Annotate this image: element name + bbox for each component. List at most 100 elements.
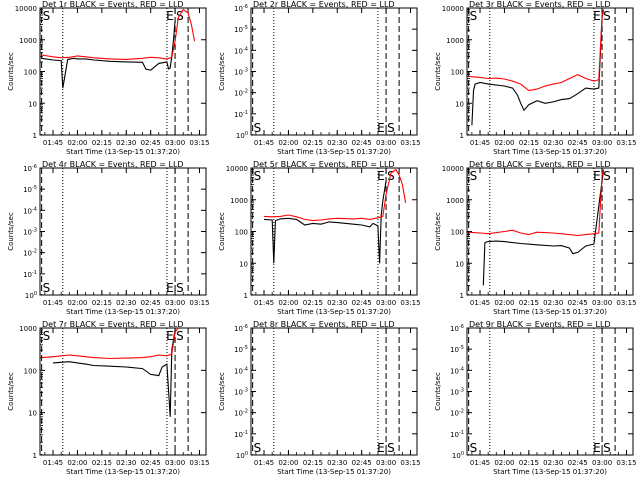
y-tick-label: 10-3 — [234, 68, 248, 77]
x-axis-label: Start Time (13-Sep-15 01:37:20) — [277, 308, 391, 316]
x-tick-label: 02:30 — [543, 459, 563, 467]
events-series-line — [482, 169, 605, 286]
marker-label-s: S — [387, 441, 395, 455]
y-axis-label: Counts/sec — [218, 52, 226, 91]
x-tick-label: 03:15 — [189, 299, 209, 307]
marker-label-s: S — [387, 121, 395, 135]
x-tick-label: 02:00 — [67, 299, 87, 307]
plot-frame — [39, 7, 207, 136]
x-tick-label: 02:00 — [67, 139, 87, 147]
x-tick-label: 03:15 — [400, 459, 420, 467]
x-tick-label: 03:15 — [616, 459, 636, 467]
x-axis-label: Start Time (13-Sep-15 01:37:20) — [277, 148, 391, 156]
x-tick-label: 03:00 — [165, 299, 185, 307]
plot-frame — [39, 327, 207, 456]
y-tick-label: 10-2 — [234, 89, 248, 98]
x-tick-label: 02:15 — [92, 299, 112, 307]
x-tick-label: 02:00 — [494, 459, 514, 467]
y-tick-label: 10-1 — [234, 110, 248, 119]
y-tick-label: 10000 — [442, 165, 464, 173]
x-tick-label: 02:45 — [568, 299, 588, 307]
x-tick-label: 03:15 — [616, 299, 636, 307]
y-tick-label: 10-5 — [23, 185, 37, 194]
y-tick-label: 10-6 — [23, 164, 37, 173]
panel-title: Det 1r BLACK = Events, RED = LLD — [42, 0, 184, 9]
y-tick-label: 10-3 — [450, 388, 464, 397]
y-axis-label: Counts/sec — [218, 372, 226, 411]
x-axis-label: Start Time (13-Sep-15 01:37:20) — [493, 148, 607, 156]
y-tick-label: 1 — [460, 132, 464, 140]
x-tick-label: 02:45 — [568, 459, 588, 467]
x-tick-label: 03:00 — [376, 299, 396, 307]
y-tick-label: 1000 — [446, 37, 464, 45]
x-tick-label: 02:45 — [352, 139, 372, 147]
y-tick-label: 10-3 — [23, 228, 37, 237]
panel-title: Det 6r BLACK = Events, RED = LLD — [469, 160, 611, 169]
y-tick-label: 10-1 — [234, 430, 248, 439]
x-tick-label: 02:30 — [116, 139, 136, 147]
x-tick-label: 02:15 — [519, 299, 539, 307]
x-tick-label: 03:15 — [616, 139, 636, 147]
marker-label-e: E — [166, 9, 174, 23]
panel-title: Det 8r BLACK = Events, RED = LLD — [253, 320, 395, 329]
y-tick-label: 100 — [236, 131, 248, 140]
x-axis-label: Start Time (13-Sep-15 01:37:20) — [493, 308, 607, 316]
x-tick-label: 01:45 — [254, 459, 274, 467]
events-series-line — [263, 180, 387, 264]
x-tick-label: 02:45 — [352, 299, 372, 307]
x-tick-label: 02:00 — [67, 459, 87, 467]
marker-label-e: E — [377, 441, 385, 455]
y-axis-label: Counts/sec — [434, 52, 442, 91]
x-tick-label: 02:45 — [352, 459, 372, 467]
x-axis-label: Start Time (13-Sep-15 01:37:20) — [277, 468, 391, 476]
y-tick-label: 10000 — [15, 5, 37, 13]
x-tick-label: 02:30 — [327, 139, 347, 147]
y-tick-label: 1 — [460, 292, 464, 300]
marker-label-e: E — [593, 441, 601, 455]
x-tick-label: 02:15 — [303, 459, 323, 467]
x-tick-label: 03:15 — [189, 139, 209, 147]
y-tick-label: 10 — [28, 100, 37, 108]
y-tick-label: 1000 — [230, 197, 248, 205]
x-tick-label: 01:45 — [254, 139, 274, 147]
y-tick-label: 100 — [24, 69, 37, 77]
panel-3: Det 3r BLACK = Events, RED = LLD 1 10 100 10… — [434, 0, 637, 156]
x-tick-label: 02:00 — [494, 139, 514, 147]
plot-frame — [250, 167, 418, 296]
y-tick-label: 1000 — [19, 325, 37, 333]
y-axis-label: Counts/sec — [7, 372, 15, 411]
y-tick-label: 10-4 — [234, 46, 248, 55]
marker-label-s: S — [387, 169, 395, 183]
x-tick-label: 03:15 — [400, 139, 420, 147]
x-tick-label: 02:30 — [543, 139, 563, 147]
x-tick-label: 02:30 — [327, 299, 347, 307]
marker-label-s-left: S — [470, 9, 478, 23]
x-tick-label: 01:45 — [254, 299, 274, 307]
x-tick-label: 02:30 — [116, 299, 136, 307]
y-tick-label: 10-2 — [234, 409, 248, 418]
marker-label-e: E — [593, 9, 601, 23]
marker-label-s: S — [176, 281, 184, 295]
y-tick-label: 100 — [452, 451, 464, 460]
x-tick-label: 03:00 — [165, 139, 185, 147]
marker-label-s: S — [603, 441, 611, 455]
x-tick-label: 02:00 — [278, 139, 298, 147]
panel-5: Det 5r BLACK = Events, RED = LLD 1 10 100 10… — [218, 160, 421, 316]
x-tick-label: 03:15 — [189, 459, 209, 467]
y-tick-label: 10 — [455, 100, 464, 108]
lld-series-line — [41, 8, 196, 60]
y-tick-label: 10 — [28, 410, 37, 418]
x-tick-label: 02:15 — [303, 299, 323, 307]
x-tick-label: 01:45 — [470, 459, 490, 467]
marker-label-s-left: S — [43, 281, 51, 295]
events-series-line — [471, 9, 605, 126]
panel-title: Det 9r BLACK = Events, RED = LLD — [469, 320, 611, 329]
x-tick-label: 02:30 — [543, 299, 563, 307]
x-tick-label: 01:45 — [470, 139, 490, 147]
x-tick-label: 02:30 — [327, 459, 347, 467]
y-tick-label: 10-5 — [234, 25, 248, 34]
panel-title: Det 3r BLACK = Events, RED = LLD — [469, 0, 611, 9]
y-tick-label: 10-4 — [234, 366, 248, 375]
y-tick-label: 10-4 — [23, 206, 37, 215]
y-tick-label: 10-1 — [23, 270, 37, 279]
